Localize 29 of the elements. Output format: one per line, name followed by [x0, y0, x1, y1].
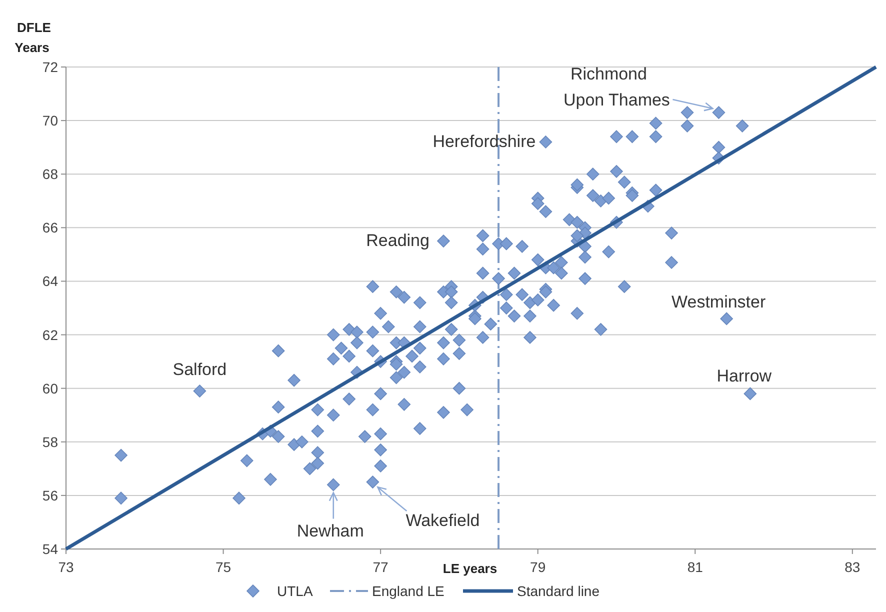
y-tick-label: 70 [42, 112, 58, 129]
annotation: Herefordshire [432, 132, 536, 151]
y-tick-label: 72 [42, 59, 58, 75]
annotation: Richmond Upon Thames [563, 64, 670, 110]
y-tick-label: 68 [42, 166, 58, 182]
y-tick-label: 54 [42, 541, 58, 557]
legend-label: UTLA [277, 583, 314, 599]
y-tick-label: 62 [42, 326, 58, 343]
annotation: Newham [296, 522, 364, 541]
annotation: Wakefield [406, 511, 480, 530]
legend-label: England LE [372, 583, 444, 599]
legend-label: Standard line [517, 583, 600, 599]
x-tick-label: 83 [844, 559, 860, 575]
y-tick-label: 60 [42, 380, 58, 396]
x-tick-label: 77 [372, 559, 389, 575]
annotation: Reading [366, 231, 430, 250]
x-tick-label: 81 [687, 559, 704, 575]
x-tick-label: 75 [215, 559, 232, 575]
y-tick-label: 64 [42, 273, 58, 290]
annotation: Harrow [716, 366, 772, 386]
y-tick-label: 56 [42, 487, 58, 504]
x-axis-title: LE years [442, 561, 498, 576]
x-tick-label: 73 [58, 559, 74, 575]
x-tick-label: 79 [530, 559, 546, 575]
annotation: Salford [172, 360, 227, 380]
y-axis-title: DFLE Years [14, 20, 52, 55]
annotation: Westminster [672, 292, 766, 312]
y-tick-label: 66 [42, 220, 58, 236]
y-tick-label: 58 [42, 434, 58, 450]
